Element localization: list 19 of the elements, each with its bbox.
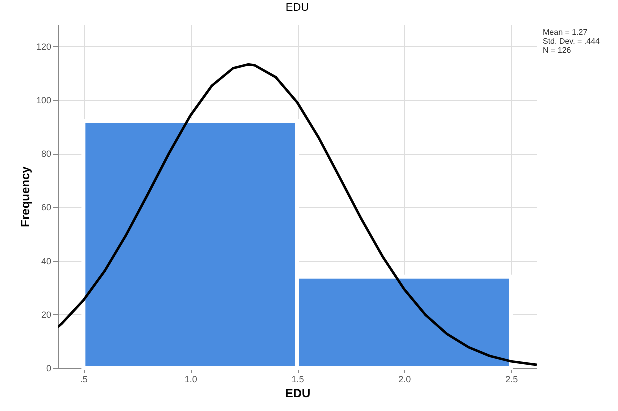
y-tick-label: 20	[41, 310, 52, 320]
text: N = 126	[543, 46, 572, 55]
y-tick-label: 80	[41, 149, 52, 160]
y-tick-label: 60	[41, 202, 52, 213]
y-tick-label: 120	[36, 42, 52, 52]
y-axis-title: Frequency	[18, 166, 32, 228]
x-tick-label: 2.5	[506, 374, 518, 384]
x-tick-label: 1.0	[184, 374, 198, 384]
y-tick-label: 100	[36, 96, 52, 106]
y-tick-label: 0	[46, 364, 52, 374]
y-tick-label: 40	[41, 256, 52, 266]
line-series	[58, 63, 537, 366]
x-tick-label: .5	[80, 374, 88, 384]
text: Mean = 1.27	[543, 28, 588, 37]
x-tick-label: 1.5	[292, 374, 304, 384]
text: Std. Dev. = .444	[543, 37, 601, 46]
x-axis-title: EDU	[285, 386, 311, 400]
x-tick-label: 2.0	[398, 374, 412, 384]
chart-title: EDU	[286, 2, 310, 14]
